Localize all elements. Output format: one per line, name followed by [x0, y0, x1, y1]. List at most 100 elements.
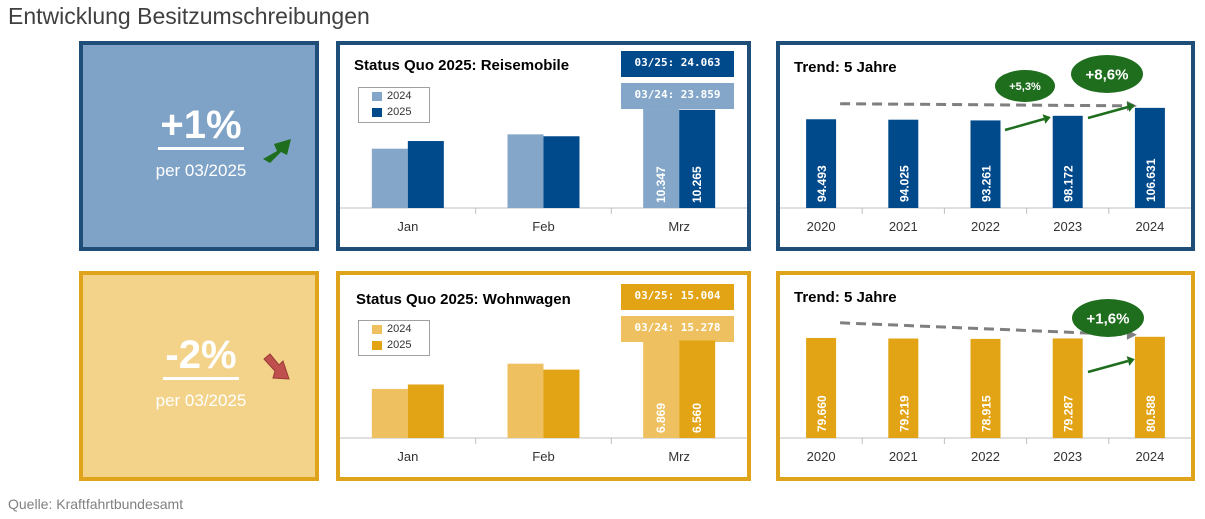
bar-2024-Mrz: [643, 335, 680, 438]
page-title: Entwicklung Besitzumschreibungen: [8, 3, 370, 29]
legend-swatch: [372, 324, 382, 334]
x-tick-label: 2023: [1053, 219, 1082, 234]
panel-title: Status Quo 2025: Reisemobile: [354, 57, 570, 74]
data-label: 78.915: [980, 395, 994, 432]
data-label: 106.631: [1144, 158, 1158, 202]
badge-current: 03/25: 15.004: [621, 284, 734, 310]
x-tick-label: 2020: [807, 449, 836, 464]
bar-2025-Mrz: [679, 340, 716, 438]
legend-swatch: [372, 340, 382, 350]
bar-2022: [970, 338, 1001, 438]
data-label: 98.172: [1062, 165, 1076, 202]
x-tick-label: 2024: [1135, 449, 1164, 464]
legend-item-2025: 2025: [359, 337, 429, 353]
x-tick-label: Jan: [397, 449, 418, 464]
bar-2024: [1134, 107, 1165, 208]
bar-2020: [806, 119, 837, 208]
legend-item-2025: 2025: [359, 104, 429, 120]
legend-item-2024: 2024: [359, 88, 429, 104]
kpi-card-reisemobile: +1% per 03/2025: [79, 41, 319, 251]
growth-arrow: [1087, 359, 1129, 374]
x-tick-label: Mrz: [668, 449, 690, 464]
legend-label: 2025: [387, 106, 412, 118]
data-label: 79.287: [1062, 395, 1076, 432]
bar-2024-Jan: [371, 148, 408, 208]
legend: 2024 2025: [358, 320, 430, 356]
bar-2023: [1052, 115, 1083, 208]
growth-label: +5,3%: [1009, 81, 1041, 93]
bar-2023: [1052, 338, 1083, 438]
x-tick-label: Mrz: [668, 219, 690, 234]
x-tick-label: 2024: [1135, 219, 1164, 234]
x-tick-label: 2021: [889, 449, 918, 464]
bar-2025-Feb: [543, 136, 580, 208]
x-tick-label: 2022: [971, 219, 1000, 234]
legend: 2024 2025: [358, 87, 430, 123]
bar-2021: [888, 119, 919, 208]
bar-2024: [1134, 336, 1165, 438]
kpi-change: +1%: [83, 103, 319, 150]
x-tick-label: 2020: [807, 219, 836, 234]
legend-item-2024: 2024: [359, 321, 429, 337]
badge-current: 03/25: 24.063: [621, 51, 734, 77]
status-chart-wohnwagen: Jan Feb Mrz 6.869 6.560: [340, 335, 747, 464]
panel-title: Trend: 5 Jahre: [794, 289, 897, 306]
data-label: 79.660: [815, 395, 829, 432]
bar-2024-Feb: [507, 363, 544, 438]
x-tick-label: Jan: [397, 219, 418, 234]
legend-label: 2024: [387, 323, 412, 335]
status-chart-reisemobile: Jan Feb Mrz 10.347 10.265: [340, 109, 747, 234]
status-panel-reisemobile: Status Quo 2025: Reisemobile 03/25: 24.0…: [336, 41, 751, 251]
bar-2024-Mrz: [643, 109, 680, 208]
growth-badge: [1072, 299, 1144, 337]
data-label: 10.265: [690, 166, 704, 203]
arrow-down-right-icon: [263, 353, 290, 380]
growth-arrowhead: [1126, 356, 1135, 366]
panel-title: Status Quo 2025: Wohnwagen: [356, 291, 571, 308]
growth-arrowhead: [1042, 114, 1051, 124]
x-tick-label: 2021: [889, 219, 918, 234]
bar-2025-Feb: [543, 369, 580, 438]
trendline: [840, 321, 1131, 337]
data-label: 6.560: [690, 403, 704, 433]
kpi-change: -2%: [83, 333, 319, 380]
source-note: Quelle: Kraftfahrtbundesamt: [8, 496, 184, 512]
legend-swatch: [372, 91, 382, 101]
bar-2025-Mrz: [679, 109, 716, 208]
trend-chart-reisemobile: 2020 94.493 2021 94.025 2022 93.261 2023 98.172…: [780, 55, 1191, 234]
panel-title: Trend: 5 Jahre: [794, 59, 897, 76]
kpi-period: per 03/2025: [155, 161, 247, 180]
data-label: 10.347: [654, 166, 668, 203]
growth-label: +1,6%: [1087, 310, 1130, 327]
growth-badge: [995, 70, 1055, 102]
data-label: 6.869: [654, 403, 668, 433]
data-label: 80.588: [1144, 395, 1158, 432]
bar-2025-Jan: [407, 141, 444, 208]
bar-2020: [806, 337, 837, 438]
x-tick-label: Feb: [532, 219, 554, 234]
bar-2025-Jan: [407, 384, 444, 438]
x-tick-label: 2023: [1053, 449, 1082, 464]
legend-label: 2025: [387, 339, 412, 351]
legend-label: 2024: [387, 90, 412, 102]
status-panel-wohnwagen: Status Quo 2025: Wohnwagen 03/25: 15.004…: [336, 271, 751, 481]
x-tick-label: 2022: [971, 449, 1000, 464]
growth-arrowhead: [1126, 102, 1135, 112]
data-label: 93.261: [980, 165, 994, 202]
growth-arrow: [1004, 117, 1045, 132]
kpi-card-wohnwagen: -2% per 03/2025: [79, 271, 319, 481]
trend-panel-wohnwagen: Trend: 5 Jahre 2020 79.660 2021 79.219 2022 7…: [776, 271, 1195, 481]
data-label: 79.219: [897, 395, 911, 432]
bar-2021: [888, 338, 919, 438]
badge-previous: 03/24: 23.859: [621, 83, 734, 109]
bar-2022: [970, 120, 1001, 208]
growth-arrow: [1087, 105, 1129, 120]
x-tick-label: Feb: [532, 449, 554, 464]
bar-2024-Feb: [507, 134, 544, 208]
kpi-period: per 03/2025: [155, 391, 247, 410]
trend-chart-wohnwagen: 2020 79.660 2021 79.219 2022 78.915 2023 79.287…: [780, 299, 1191, 464]
data-label: 94.493: [815, 165, 829, 202]
growth-label: +8,6%: [1086, 66, 1129, 83]
data-label: 94.025: [897, 165, 911, 202]
legend-swatch: [372, 107, 382, 117]
